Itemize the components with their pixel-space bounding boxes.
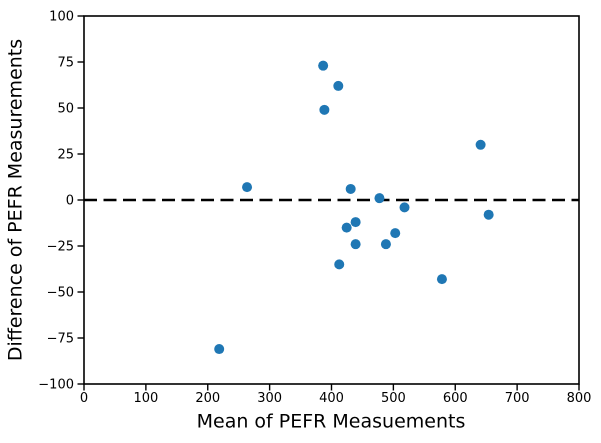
scatter-point — [345, 183, 356, 194]
x-tick-label: 600 — [443, 391, 468, 406]
scatter-point — [380, 239, 391, 250]
scatter-point — [475, 139, 486, 150]
scatter-point — [333, 80, 344, 91]
scatter-point — [242, 182, 253, 193]
y-tick-label: 100 — [49, 10, 74, 25]
y-tick-label: 75 — [57, 56, 74, 71]
scatter-point — [483, 209, 494, 220]
scatter-point — [319, 104, 330, 115]
y-tick-label: 25 — [57, 148, 74, 163]
y-tick-label: −100 — [38, 378, 74, 393]
scatter-point — [390, 228, 401, 239]
scatter-point — [436, 274, 447, 285]
y-axis-label: Difference of PEFR Measurements — [4, 38, 27, 362]
x-tick-label: 500 — [381, 391, 406, 406]
scatter-point — [214, 344, 225, 355]
x-tick-label: 800 — [567, 391, 592, 406]
scatter-point — [350, 217, 361, 228]
x-tick-label: 100 — [133, 391, 158, 406]
x-tick-label: 300 — [257, 391, 282, 406]
scatter-point — [341, 222, 352, 233]
scatter-point — [374, 193, 385, 204]
y-tick-label: −50 — [47, 286, 74, 301]
plot-border — [83, 15, 580, 385]
y-tick-label: −75 — [47, 332, 74, 347]
scatter-point — [350, 239, 361, 250]
x-tick-label: 400 — [319, 391, 344, 406]
y-tick-label: 50 — [57, 102, 74, 117]
y-tick-label: 0 — [66, 194, 74, 209]
x-tick-label: 700 — [505, 391, 530, 406]
y-tick-label: −25 — [47, 240, 74, 255]
x-axis-label: Mean of PEFR Measuements — [196, 410, 466, 433]
x-tick-label: 0 — [80, 391, 88, 406]
scatter-point — [399, 202, 410, 213]
scatter-point — [334, 259, 345, 270]
scatter-point — [318, 60, 329, 71]
x-tick-label: 200 — [195, 391, 220, 406]
